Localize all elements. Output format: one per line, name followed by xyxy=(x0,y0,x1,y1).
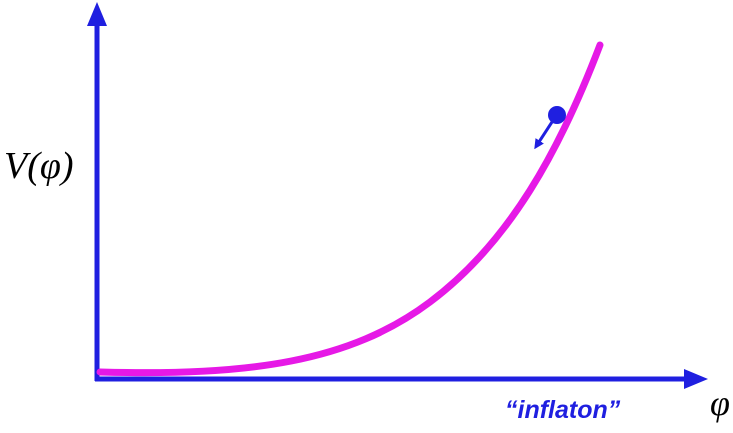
x-axis-arrowhead xyxy=(684,369,708,389)
x-axis-label: φ xyxy=(710,383,730,423)
potential-curve xyxy=(96,41,604,377)
y-axis-label: V(φ) xyxy=(4,145,74,187)
annotation: “inflaton” xyxy=(505,396,621,424)
inflaton-ball xyxy=(548,106,566,124)
roll-arrow xyxy=(534,121,554,150)
y-axis-arrowhead xyxy=(87,2,107,26)
